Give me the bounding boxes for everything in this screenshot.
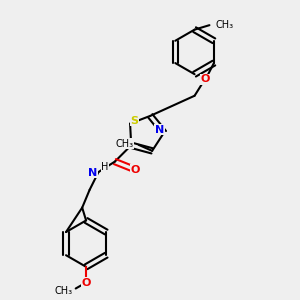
Text: N: N xyxy=(88,168,97,178)
Text: O: O xyxy=(131,165,140,175)
Text: S: S xyxy=(130,116,139,126)
Text: CH₃: CH₃ xyxy=(216,20,234,30)
Text: O: O xyxy=(200,74,210,84)
Text: O: O xyxy=(81,278,91,287)
Text: H: H xyxy=(101,162,109,172)
Text: N: N xyxy=(155,125,164,135)
Text: CH₃: CH₃ xyxy=(54,286,72,296)
Text: CH₃: CH₃ xyxy=(115,139,134,149)
